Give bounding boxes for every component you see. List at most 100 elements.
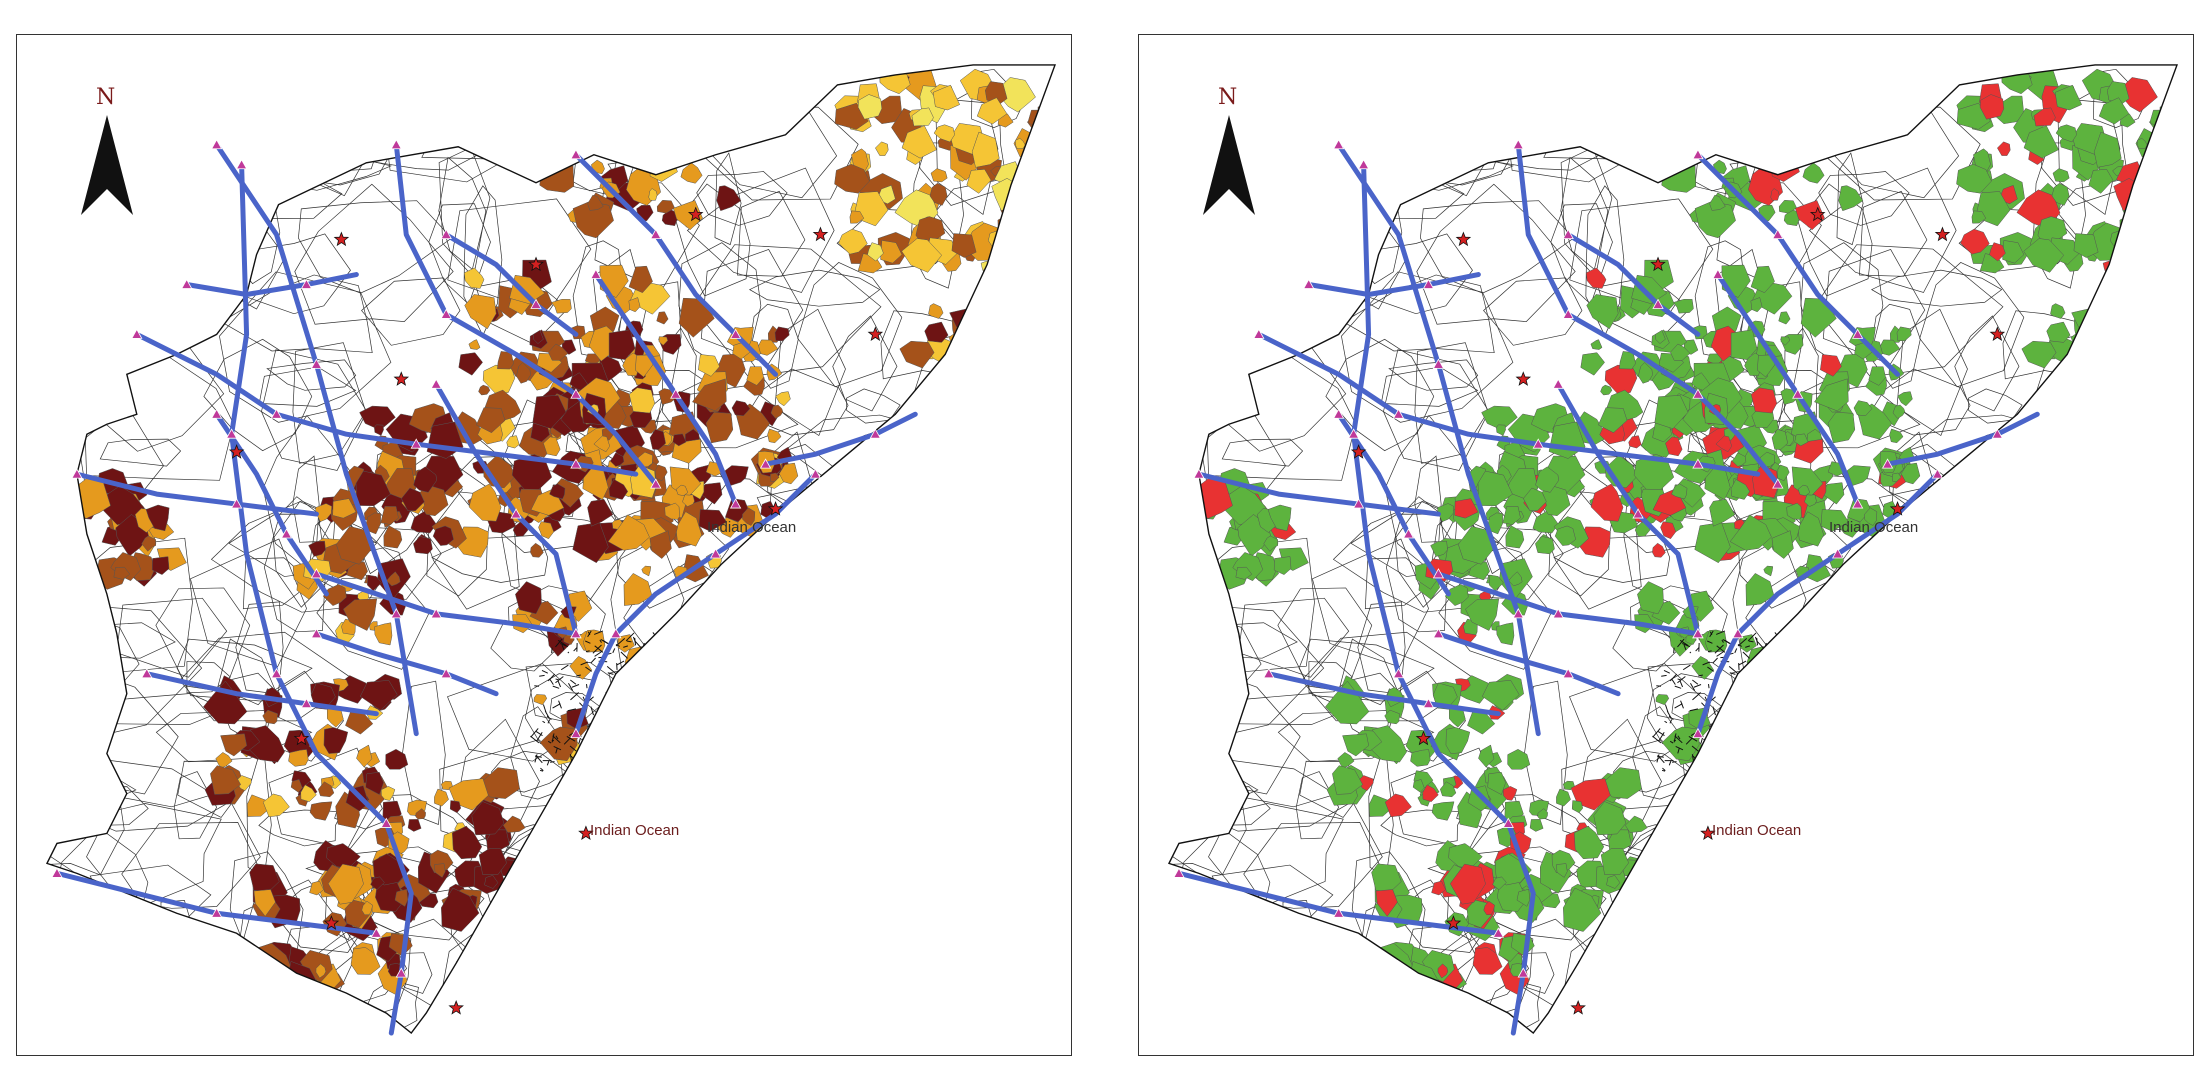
district-boundary	[569, 908, 608, 1010]
urban-boundary	[571, 684, 580, 688]
district-boundary	[712, 111, 838, 199]
road-line	[1515, 142, 1781, 487]
district-boundary	[689, 106, 859, 201]
urban-boundary	[1683, 644, 1687, 651]
district-boundary	[1570, 909, 1694, 1030]
district-boundary	[1831, 816, 1958, 921]
area-patch	[2061, 370, 2078, 386]
district-boundary	[814, 687, 854, 770]
urban-boundary	[547, 719, 551, 724]
district-boundary	[1483, 277, 1583, 346]
node-marker	[380, 817, 392, 828]
area-patch	[1439, 781, 1457, 798]
town-star	[812, 226, 829, 242]
district-boundary	[2099, 690, 2177, 774]
district-boundary	[1870, 269, 2003, 307]
district-boundary	[321, 89, 388, 167]
area-patch	[628, 387, 656, 414]
area-patch	[1655, 694, 1670, 706]
urban-boundary	[643, 701, 646, 708]
area-patch	[1571, 800, 1584, 814]
district-boundary	[609, 736, 652, 804]
district-boundary	[747, 634, 886, 678]
area-patch	[2094, 420, 2109, 437]
area-patch	[309, 801, 333, 821]
area-patch	[315, 503, 332, 522]
district-boundary	[819, 684, 955, 803]
urban-boundary	[1775, 754, 1777, 762]
urban-boundary	[1689, 651, 1692, 654]
urban-boundary	[587, 761, 592, 770]
district-boundary	[421, 66, 608, 161]
district-boundary	[294, 183, 454, 325]
urban-boundary	[1702, 661, 1711, 666]
area-patch	[471, 801, 505, 836]
urban-boundary	[1674, 735, 1683, 744]
area-patch	[1337, 752, 1355, 769]
district-boundary	[1929, 634, 2003, 742]
district-boundary	[121, 822, 263, 947]
district-boundary	[531, 960, 705, 1034]
urban-boundary	[1707, 666, 1714, 672]
urban-boundary	[654, 706, 661, 714]
urban-boundary	[609, 708, 613, 711]
area-patch	[933, 124, 955, 143]
district-boundary	[135, 104, 277, 202]
urban-boundary	[1674, 685, 1682, 689]
area-patch	[640, 677, 659, 694]
district-boundary	[56, 286, 143, 369]
district-boundary	[46, 612, 140, 714]
district-boundary	[1867, 368, 1971, 436]
node-marker	[131, 328, 143, 339]
node-marker	[1562, 228, 1574, 239]
district-boundary	[242, 557, 313, 610]
area-patch	[478, 848, 507, 875]
area-patch	[1814, 378, 1849, 412]
urban-boundary	[645, 650, 653, 655]
urban-boundary	[616, 660, 625, 666]
district-boundary	[613, 920, 679, 1016]
ocean-label-upper: Indian Ocean	[707, 519, 797, 536]
district-boundary	[702, 668, 840, 694]
area-patch	[1263, 535, 1279, 552]
area-patch	[1670, 343, 1691, 361]
urban-boundary	[1721, 714, 1730, 720]
area-patch	[1892, 404, 1906, 419]
node-marker	[759, 458, 772, 469]
area-patch	[924, 415, 962, 447]
area-patch	[1762, 677, 1781, 694]
urban-boundary	[1726, 738, 1728, 741]
area-patch	[1375, 889, 1398, 917]
urban-boundary	[553, 745, 562, 751]
north-arrow-icon	[81, 115, 133, 215]
node-marker	[210, 138, 223, 150]
area-patch	[971, 444, 983, 455]
district-boundary	[432, 64, 540, 147]
urban-boundary	[654, 752, 661, 759]
area-patch	[1384, 793, 1412, 818]
node-marker	[1432, 358, 1445, 369]
urban-boundary	[1768, 659, 1776, 662]
urban-boundary	[1716, 630, 1726, 635]
district-boundary	[1383, 349, 1490, 471]
district-boundary	[1659, 842, 1795, 872]
node-marker	[809, 468, 822, 479]
urban-boundary	[552, 735, 561, 744]
area-patch	[640, 664, 672, 693]
area-patch	[1580, 352, 1605, 376]
node-marker	[1692, 628, 1704, 639]
area-patch	[1858, 570, 1884, 602]
district-boundary	[1298, 638, 1435, 702]
urban-boundary	[1669, 673, 1678, 682]
map-canvas-left	[45, 64, 1056, 1036]
district-boundary	[719, 696, 784, 753]
town-star	[323, 915, 340, 930]
urban-boundary	[651, 757, 657, 763]
node-marker	[1432, 628, 1445, 639]
urban-boundary	[1691, 745, 1699, 752]
node-marker	[430, 608, 442, 619]
area-patch	[2093, 131, 2122, 168]
area-patch	[924, 321, 949, 343]
district-boundary	[1954, 315, 2020, 412]
district-boundary	[1168, 795, 1247, 876]
